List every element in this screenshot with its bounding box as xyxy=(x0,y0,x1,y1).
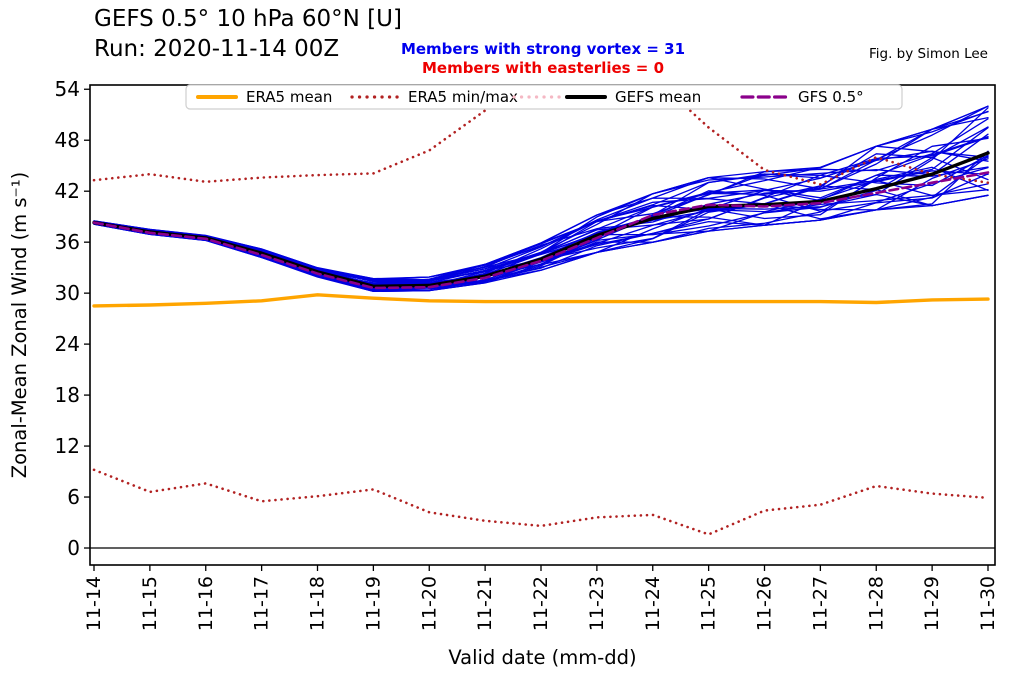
easterlies-annotation: Members with easterlies = 0 xyxy=(421,59,665,77)
chart-subtitle: Run: 2020-11-14 00Z xyxy=(94,36,340,62)
ensemble-member xyxy=(93,158,989,293)
x-axis-label: Valid date (mm-dd) xyxy=(448,646,636,669)
member-count-annotations: Members with strong vortex = 31 Members … xyxy=(401,40,685,78)
x-tick-label: 11-21 xyxy=(474,576,496,631)
ensemble-member xyxy=(93,173,989,292)
x-tick-label: 11-17 xyxy=(251,576,273,631)
series-gefs-mean xyxy=(92,151,990,288)
ensemble-member xyxy=(93,105,989,280)
plot-border xyxy=(89,84,996,566)
x-tick-label: 11-18 xyxy=(307,576,329,631)
chart-title: GEFS 0.5° 10 hPa 60°N [U] xyxy=(94,6,402,32)
x-tick-label: 11-22 xyxy=(530,576,552,631)
x-tick-label: 11-26 xyxy=(754,576,776,631)
y-tick-label: 18 xyxy=(55,383,80,407)
x-tick-label: 11-28 xyxy=(865,576,887,631)
y-tick-label: 6 xyxy=(67,485,80,509)
y-tick-label: 48 xyxy=(55,128,80,152)
ensemble-member xyxy=(93,155,989,293)
ensemble-member xyxy=(93,189,989,290)
y-tick-label: 30 xyxy=(55,281,80,305)
x-tick-label: 11-16 xyxy=(195,576,217,631)
x-tick-label: 11-23 xyxy=(586,576,608,631)
x-tick-label: 11-27 xyxy=(809,576,831,631)
series-era5-mean xyxy=(92,293,990,308)
legend-label: ERA5 min/max xyxy=(408,88,518,106)
x-tick-label: 11-19 xyxy=(362,576,384,631)
y-axis-label: Zonal-Mean Zonal Wind (m s⁻¹) xyxy=(8,172,31,478)
legend-label: ERA5 mean xyxy=(246,88,332,106)
y-tick-label: 0 xyxy=(67,536,80,560)
strong-vortex-annotation: Members with strong vortex = 31 xyxy=(400,40,686,58)
y-tick-label: 24 xyxy=(55,332,80,356)
legend-label: GEFS mean xyxy=(615,88,701,106)
x-tick-label: 11-30 xyxy=(977,576,999,631)
axis-ticks: 0 6 12 18 24 30 36 42 48 54 11-14 11-15 11-16 11-17 11… xyxy=(55,77,999,631)
legend-label: GFS 0.5° xyxy=(798,88,864,106)
chart-title-block: GEFS 0.5° 10 hPa 60°N [U] Run: 2020-11-1… xyxy=(94,4,402,64)
y-tick-label: 12 xyxy=(55,434,80,458)
x-tick-label: 11-29 xyxy=(921,576,943,631)
x-tick-label: 11-25 xyxy=(698,576,720,631)
x-tick-label: 11-24 xyxy=(642,576,664,631)
legend: ERA5 mean ERA5 min/max GEFS mean GFS 0.5° xyxy=(185,84,903,110)
series-era5-min xyxy=(92,468,990,536)
x-tick-label: 11-14 xyxy=(83,576,105,631)
x-tick-label: 11-15 xyxy=(139,576,161,631)
figure-credit: Fig. by Simon Lee xyxy=(868,46,988,62)
y-tick-label: 54 xyxy=(55,77,80,101)
series-gfs-05 xyxy=(92,171,990,290)
plot-series xyxy=(92,85,990,536)
y-tick-label: 36 xyxy=(55,230,80,254)
y-tick-label: 42 xyxy=(55,179,80,203)
x-tick-label: 11-20 xyxy=(418,576,440,631)
